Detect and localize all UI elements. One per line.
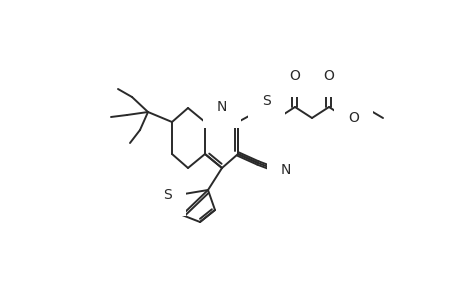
Text: O: O [289,69,300,83]
Text: N: N [280,163,291,177]
Text: S: S [262,94,270,108]
Text: O: O [347,111,358,125]
Text: O: O [323,69,334,83]
Text: S: S [163,188,172,202]
Text: N: N [216,100,227,114]
